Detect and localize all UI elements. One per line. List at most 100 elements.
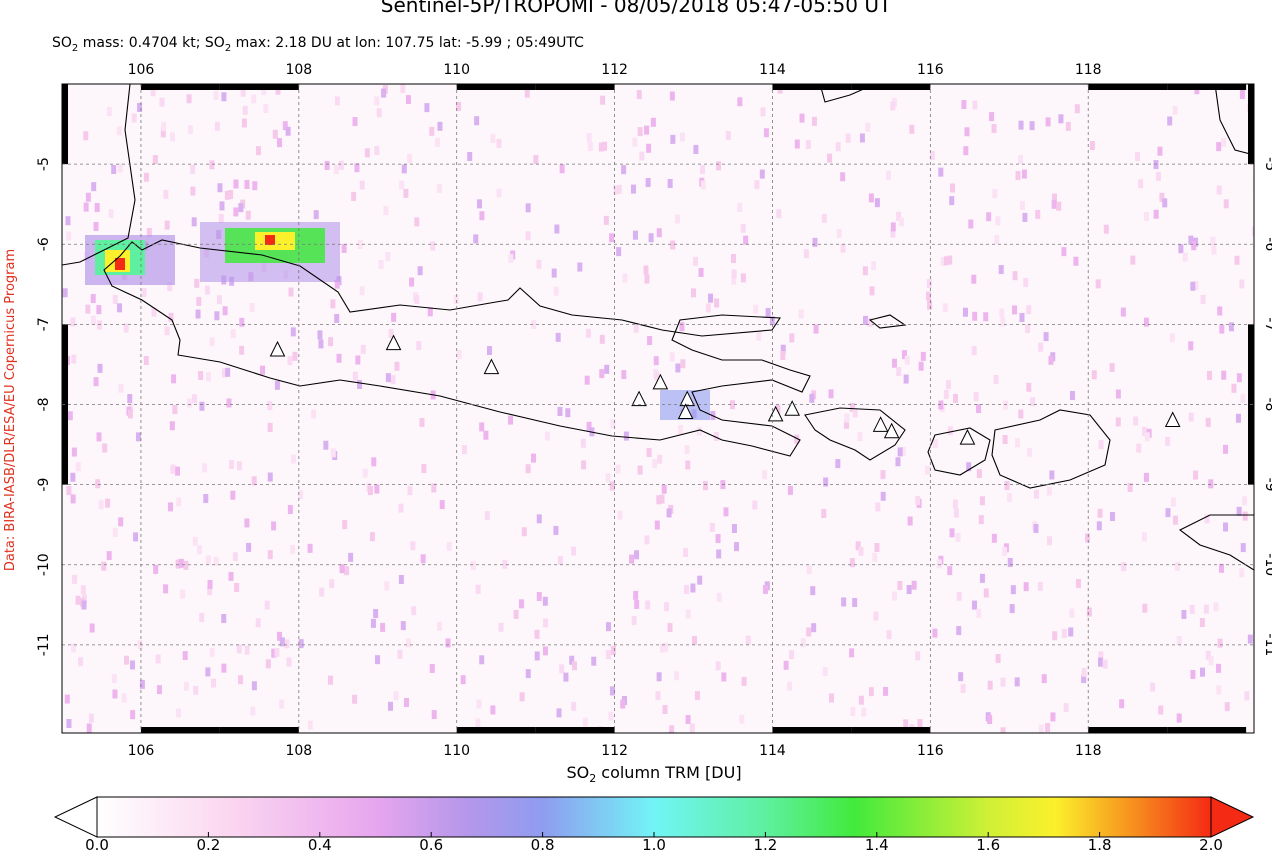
y-tick-label-right: -5 xyxy=(1262,157,1272,171)
speckle-pixel xyxy=(949,528,955,538)
speckle-pixel xyxy=(780,351,786,361)
speckle-pixel xyxy=(70,494,76,504)
speckle-pixel xyxy=(225,367,231,377)
speckle-pixel xyxy=(513,609,519,619)
speckle-pixel xyxy=(530,453,536,463)
speckle-pixel xyxy=(214,121,220,131)
speckle-pixel xyxy=(207,579,213,589)
speckle-pixel xyxy=(456,101,462,111)
speckle-pixel xyxy=(267,401,273,411)
speckle-pixel xyxy=(436,184,442,194)
speckle-pixel xyxy=(385,373,391,383)
speckle-pixel xyxy=(371,457,377,467)
speckle-pixel xyxy=(1142,603,1148,613)
colorbar-tick-label: 2.0 xyxy=(1199,836,1223,853)
speckle-pixel xyxy=(945,380,951,390)
frame-bar xyxy=(1167,727,1247,733)
speckle-pixel xyxy=(644,125,650,135)
speckle-pixel xyxy=(1182,252,1188,262)
speckle-pixel xyxy=(406,638,412,648)
speckle-pixel xyxy=(1203,604,1209,614)
speckle-pixel xyxy=(91,182,97,192)
speckle-pixel xyxy=(896,367,902,377)
speckle-pixel xyxy=(600,95,606,105)
speckle-pixel xyxy=(800,638,806,648)
speckle-pixel xyxy=(199,401,205,411)
speckle-pixel xyxy=(313,210,319,220)
speckle-pixel xyxy=(1081,674,1087,684)
volcano xyxy=(269,340,286,357)
speckle-pixel xyxy=(1242,511,1248,521)
speckle-pixel xyxy=(620,699,626,709)
speckle-pixel xyxy=(411,606,417,616)
speckle-pixel xyxy=(117,163,123,173)
speckle-pixel xyxy=(657,454,663,464)
speckle-pixel xyxy=(183,681,189,691)
speckle-pixel xyxy=(161,122,167,132)
colorbar-tick-label: 0.0 xyxy=(85,836,109,853)
speckle-pixel xyxy=(868,193,874,203)
speckle-pixel xyxy=(186,398,192,408)
speckle-pixel xyxy=(221,92,227,102)
speckle-pixel xyxy=(240,87,246,97)
speckle-pixel xyxy=(1204,514,1210,524)
speckle-pixel xyxy=(559,164,565,174)
speckle-pixel xyxy=(1162,198,1168,208)
speckle-pixel xyxy=(1127,482,1133,492)
speckle-pixel xyxy=(1144,212,1150,222)
speckle-pixel xyxy=(135,432,141,442)
speckle-pixel xyxy=(811,623,817,633)
speckle-pixel xyxy=(437,621,443,631)
speckle-pixel xyxy=(656,228,662,238)
speckle-pixel xyxy=(196,296,202,306)
speckle-pixel xyxy=(955,533,961,543)
speckle-pixel xyxy=(143,355,149,365)
colorbar-label-part: SO xyxy=(566,763,589,782)
colorbar-tick-label: 1.8 xyxy=(1088,836,1112,853)
speckle-pixel xyxy=(685,460,691,470)
speckle-pixel xyxy=(1007,557,1013,567)
speckle-pixel xyxy=(700,165,706,175)
speckle-pixel xyxy=(942,303,948,313)
speckle-pixel xyxy=(338,160,344,170)
speckle-pixel xyxy=(1141,532,1147,542)
volcano xyxy=(677,403,694,420)
speckle-pixel xyxy=(383,206,389,216)
frame-bar xyxy=(772,727,852,733)
speckle-pixel xyxy=(1027,447,1033,457)
frame-bar xyxy=(851,84,931,90)
speckle-pixel xyxy=(66,231,72,241)
colorbar-tick-label: 1.0 xyxy=(642,836,666,853)
speckle-pixel xyxy=(178,558,184,568)
speckle-pixel xyxy=(554,224,560,234)
speckle-pixel xyxy=(71,447,77,457)
speckle-pixel xyxy=(684,585,690,595)
speckle-pixel xyxy=(1061,247,1067,257)
speckle-pixel xyxy=(685,609,691,619)
speckle-pixel xyxy=(388,701,394,711)
speckle-pixel xyxy=(932,628,938,638)
speckle-pixel xyxy=(93,377,99,387)
speckle-pixel xyxy=(952,499,958,509)
speckle-pixel xyxy=(405,95,411,105)
speckle-pixel xyxy=(390,375,396,385)
speckle-pixel xyxy=(608,711,614,721)
speckle-pixel xyxy=(949,196,955,206)
speckle-pixel xyxy=(282,121,288,131)
speckle-pixel xyxy=(610,419,616,429)
speckle-pixel xyxy=(827,153,833,163)
speckle-pixel xyxy=(872,552,878,562)
speckle-pixel xyxy=(669,91,675,101)
speckle-pixel xyxy=(956,626,962,636)
speckle-pixel xyxy=(1190,669,1196,679)
speckle-pixel xyxy=(1121,562,1127,572)
speckle-pixel xyxy=(1038,724,1044,733)
volcano xyxy=(652,373,669,390)
speckle-pixel xyxy=(999,308,1005,318)
speckle-pixel xyxy=(740,273,746,283)
frame-bar xyxy=(62,324,68,405)
speckle-pixel xyxy=(376,108,382,118)
speckle-pixel xyxy=(1058,114,1064,124)
speckle-pixel xyxy=(250,706,256,716)
speckle-pixel xyxy=(978,515,984,525)
